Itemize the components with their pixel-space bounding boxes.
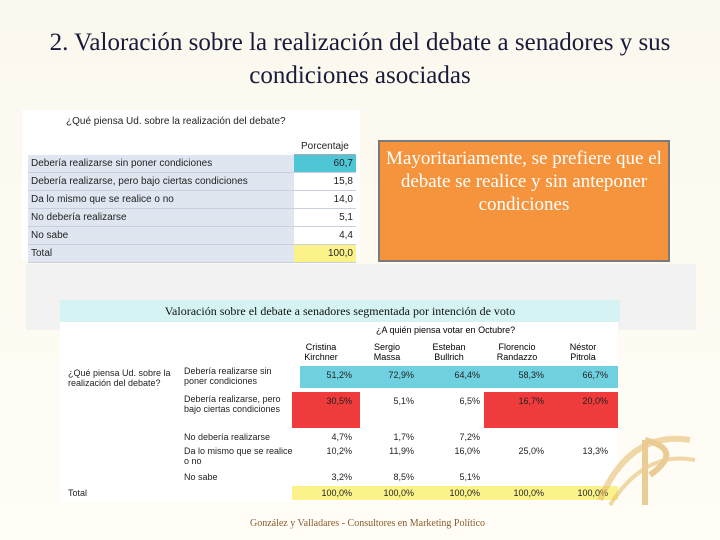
cell-value: 100,0% [577, 488, 608, 498]
cell-value: 64,4% [454, 370, 480, 380]
cell-value: 8,5% [393, 472, 414, 482]
column-header-line: Esteban [432, 342, 466, 352]
row-label: Total [28, 244, 294, 263]
row-label: Da lo mismo que se realice o no [184, 446, 293, 466]
cell-value: 13,3% [582, 446, 608, 456]
column-header-line: Florencio [498, 342, 536, 352]
segmentation-caption: Valoración sobre el debate a senadores s… [60, 300, 620, 322]
cell-value: 51,2% [326, 370, 352, 380]
row-label: Da lo mismo que se realice o no [28, 190, 294, 209]
cell-value: 6,5% [459, 396, 480, 406]
cell-value: 25,0% [518, 446, 544, 456]
table-row: Debería realizarse, pero bajo ciertas co… [28, 172, 356, 191]
cell-value: 10,2% [326, 446, 352, 456]
highlight-cell-bg [484, 392, 618, 428]
table-row: Da lo mismo que se realice o no 14,0 [28, 190, 356, 209]
cell-value [492, 470, 548, 484]
row-question: ¿Qué piensa Ud. sobre la realización del… [68, 368, 171, 388]
table-row: No sabe 4,4 [28, 226, 356, 245]
segmented-table: ¿A quién piensa votar en Octubre? Cristi… [60, 322, 618, 502]
table-row: Debería realizarse sin poner condiciones… [28, 154, 356, 173]
company-logo-icon [597, 435, 696, 507]
column-header: Sergio Massa [358, 342, 416, 362]
conclusion-callout: Mayoritariamente, se prefiere que el deb… [378, 140, 670, 262]
cell-value: 100,0% [449, 488, 480, 498]
footer-credit: González y Valladares - Consultores en M… [249, 518, 486, 529]
highlight-row-bg [300, 366, 618, 388]
cell-value: 5,1% [459, 472, 480, 482]
cell-value: 4,7% [331, 432, 352, 442]
column-header-line: Néstor [569, 342, 597, 352]
cell-value: 100,0% [513, 488, 544, 498]
highlight-cell-bg [292, 392, 360, 428]
row-label: Debería realizarse, pero bajo ciertas co… [184, 394, 281, 414]
cell-value: 30,5% [326, 396, 352, 406]
cell-value: 20,0% [582, 396, 608, 406]
cell-value: 16,7% [518, 396, 544, 406]
row-label: Debería realizarse, pero bajo ciertas co… [28, 172, 294, 191]
column-header-line: Sergio [373, 342, 400, 352]
row-value: 4,4 [293, 226, 356, 245]
vote-question: ¿A quién piensa votar en Octubre? [376, 325, 516, 335]
column-header: Néstor Pitrola [554, 342, 612, 362]
row-value: 60,7 [293, 154, 356, 173]
cell-value: 11,9% [389, 446, 414, 456]
table-row-total: Total 100,0 [28, 244, 356, 263]
row-label: No debería realizarse [184, 432, 271, 442]
cell-value: 58,3% [518, 370, 544, 380]
row-label: No debería realizarse [28, 208, 294, 227]
slide-title: 2. Valoración sobre la realización del d… [49, 29, 671, 89]
cell-value: 100,0% [321, 488, 352, 498]
column-header-line: Kirchner [304, 352, 338, 362]
row-label: No sabe [28, 226, 294, 245]
cell-value [492, 430, 548, 444]
row-label: Total [68, 488, 88, 498]
row-label: Debería realizarse sin poner condiciones [28, 154, 294, 173]
column-header-line: Cristina [305, 342, 337, 352]
table-row: No debería realizarse 5,1 [28, 208, 356, 227]
summary-table: ¿Qué piensa Ud. sobre la realización del… [22, 110, 360, 263]
column-header-line: Massa [373, 352, 401, 362]
summary-header-label: Porcentaje [293, 138, 356, 155]
cell-value: 3,2% [331, 472, 352, 482]
cell-value: 66,7% [582, 370, 608, 380]
cell-value: 72,9% [388, 370, 414, 380]
column-header: Cristina Kirchner [292, 342, 350, 362]
row-value: 100,0 [293, 244, 356, 263]
conclusion-text: Mayoritariamente, se prefiere que el deb… [386, 148, 662, 215]
cell-value: 1,7% [393, 432, 414, 442]
column-header-line: Pitrola [570, 352, 596, 362]
row-label: Debería realizarse sin poner condiciones [184, 366, 272, 386]
column-header-line: Randazzo [496, 352, 538, 362]
row-label: No sabe [184, 472, 218, 482]
summary-header-row: Porcentaje [28, 138, 356, 155]
total-row-bg [292, 486, 618, 500]
cell-value: 16,0% [454, 446, 480, 456]
row-value: 14,0 [293, 190, 356, 209]
column-header-line: Bullrich [434, 352, 464, 362]
cell-value: 5,1% [393, 396, 414, 406]
cell-value: 7,2% [459, 432, 480, 442]
summary-question: ¿Qué piensa Ud. sobre la realización del… [66, 116, 286, 127]
row-value: 5,1 [293, 208, 356, 227]
column-header: Esteban Bullrich [420, 342, 478, 362]
row-value: 15,8 [293, 172, 356, 191]
summary-table-grid: Porcentaje Debería realizarse sin poner … [28, 138, 356, 263]
cell-value: 100,0% [383, 488, 414, 498]
column-header: Florencio Randazzo [488, 342, 546, 362]
